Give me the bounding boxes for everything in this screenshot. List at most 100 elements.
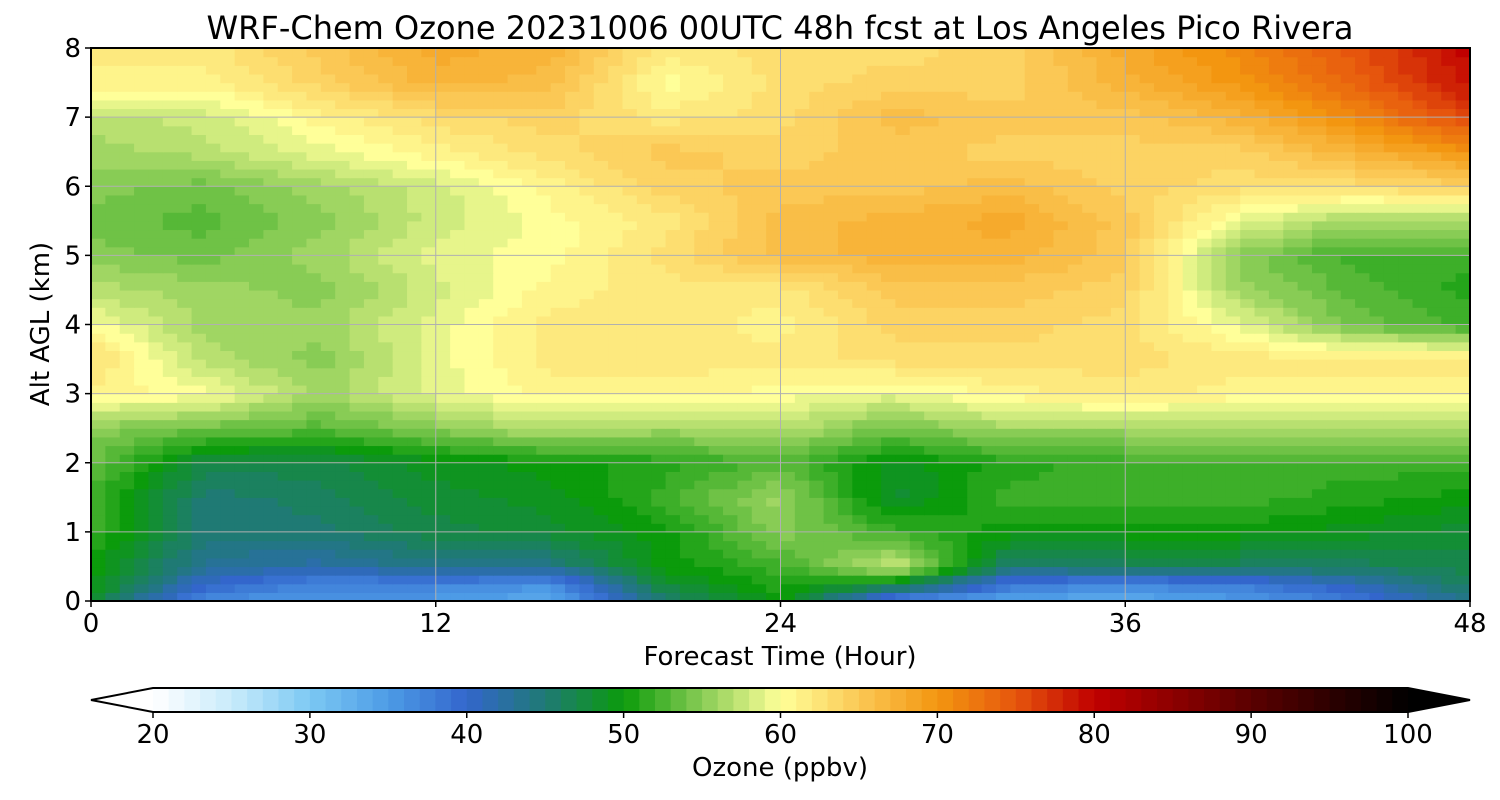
heatmap-cell [1254, 419, 1270, 429]
heatmap-cell [924, 488, 940, 498]
heatmap-cell [119, 229, 135, 239]
heatmap-cell [234, 583, 250, 593]
heatmap-cell [1197, 307, 1213, 317]
heatmap-cell [1053, 272, 1069, 282]
heatmap-cell [507, 566, 523, 576]
heatmap-cell [837, 410, 853, 421]
heatmap-cell [1139, 151, 1155, 161]
heatmap-cell [1412, 540, 1428, 550]
heatmap-cell [823, 575, 839, 585]
heatmap-cell [1096, 203, 1112, 213]
heatmap-cell [1053, 557, 1069, 568]
heatmap-cell [1441, 402, 1457, 412]
heatmap-cell [363, 272, 379, 282]
heatmap-cell [363, 281, 379, 291]
heatmap-cell [593, 238, 609, 248]
heatmap-cell [191, 505, 207, 516]
heatmap-cell [1398, 592, 1414, 602]
heatmap-cell [665, 289, 681, 300]
heatmap-cell [407, 566, 422, 576]
heatmap-cell [708, 255, 724, 265]
heatmap-cell [249, 350, 264, 360]
heatmap-cell [723, 514, 738, 524]
heatmap-cell [191, 212, 207, 222]
heatmap-cell [320, 462, 336, 472]
heatmap-cell [320, 505, 336, 516]
heatmap-cell [708, 333, 724, 343]
heatmap-cell [306, 531, 322, 542]
heatmap-cell [1398, 220, 1414, 231]
heatmap-cell [766, 471, 782, 481]
heatmap-cell [292, 488, 308, 498]
heatmap-cell [809, 315, 825, 326]
heatmap-cell [780, 454, 796, 464]
heatmap-cell [162, 376, 178, 386]
heatmap-cell [809, 523, 825, 533]
heatmap-cell [651, 315, 667, 326]
heatmap-cell [751, 194, 767, 205]
heatmap-cell [1153, 514, 1169, 524]
heatmap-cell [1024, 462, 1040, 472]
heatmap-cell [335, 203, 351, 213]
heatmap-cell [1225, 186, 1241, 196]
heatmap-cell [421, 471, 437, 481]
heatmap-cell [205, 549, 221, 559]
heatmap-cell [1426, 480, 1442, 490]
heatmap-cell [809, 151, 825, 161]
heatmap-cell [737, 229, 753, 239]
heatmap-cell [1254, 410, 1270, 421]
heatmap-cell [1297, 160, 1313, 170]
heatmap-cell [1297, 177, 1313, 187]
heatmap-cell [981, 428, 997, 438]
heatmap-cell [665, 298, 681, 308]
heatmap-cell [407, 264, 422, 274]
heatmap-cell [794, 480, 810, 490]
heatmap-cell [737, 592, 753, 602]
heatmap-cell [1369, 592, 1385, 602]
heatmap-cell [306, 160, 322, 170]
heatmap-cell [320, 238, 336, 248]
heatmap-cell [1254, 514, 1270, 524]
heatmap-cell [1283, 264, 1299, 274]
heatmap-cell [91, 583, 106, 593]
heatmap-cell [1225, 229, 1241, 239]
heatmap-cell [1426, 177, 1442, 187]
heatmap-cell [550, 592, 566, 602]
heatmap-cell [1240, 462, 1256, 472]
heatmap-cell [1326, 186, 1342, 196]
heatmap-cell [1311, 531, 1327, 542]
heatmap-cell [679, 264, 695, 274]
heatmap-cell [665, 566, 681, 576]
heatmap-cell [1139, 367, 1155, 377]
heatmap-cell [766, 341, 782, 352]
heatmap-cell [349, 583, 365, 593]
heatmap-cell [995, 272, 1011, 282]
heatmap-cell [478, 272, 494, 282]
heatmap-cell [134, 186, 150, 196]
heatmap-cell [205, 402, 221, 412]
heatmap-cell [565, 168, 580, 179]
heatmap-cell [1096, 289, 1112, 300]
heatmap-cell [493, 436, 509, 447]
heatmap-cell [1355, 194, 1371, 205]
heatmap-cell [1268, 583, 1284, 593]
heatmap-cell [694, 540, 710, 550]
heatmap-cell [1383, 384, 1399, 395]
heatmap-cell [1369, 160, 1385, 170]
heatmap-cell [1240, 592, 1256, 602]
heatmap-cell [1441, 272, 1457, 282]
heatmap-cell [162, 203, 178, 213]
heatmap-cell [1455, 402, 1471, 412]
heatmap-cell [435, 160, 451, 170]
heatmap-cell [277, 289, 293, 300]
heatmap-cell [349, 289, 365, 300]
heatmap-cell [493, 307, 509, 317]
heatmap-cell [263, 376, 279, 386]
heatmap-cell [909, 315, 925, 326]
heatmap-cell [1211, 367, 1227, 377]
heatmap-cell [1024, 480, 1040, 490]
heatmap-cell [723, 255, 738, 265]
heatmap-cell [794, 367, 810, 377]
heatmap-cell [507, 583, 523, 593]
heatmap-cell [105, 168, 121, 179]
